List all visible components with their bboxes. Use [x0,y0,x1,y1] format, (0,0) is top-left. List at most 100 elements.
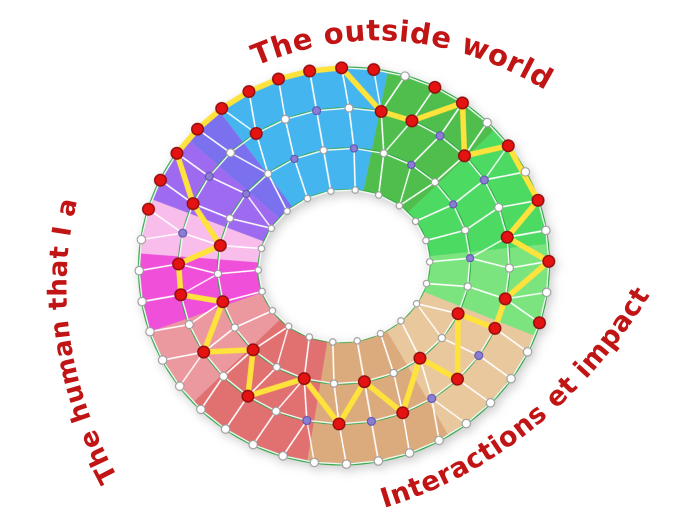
mesh-lines [138,67,550,465]
mesh-line [340,67,350,109]
white-node [268,306,277,315]
purple-node [241,189,251,199]
red-node [242,85,256,99]
mesh-line [483,145,509,181]
red-node [488,321,502,335]
red-node [172,257,186,271]
red-node [405,114,419,128]
mesh-line [356,340,366,382]
white-node [136,234,147,245]
white-node [482,117,492,128]
purple-node [479,175,489,185]
mesh-line [252,410,277,446]
mesh-line [505,291,547,300]
red-node [413,351,427,365]
mesh-line [252,325,290,351]
mesh-line [139,263,179,272]
white-node [422,236,430,245]
white-node [174,381,185,391]
white-node [278,451,288,461]
white-node [461,418,472,429]
red-node [367,63,381,77]
mesh-line [425,229,466,242]
white-node [541,225,551,236]
sector-5 [307,330,449,465]
mesh-line [434,155,465,183]
white-node [351,186,359,194]
white-node [225,214,235,223]
white-node [309,457,320,468]
mesh-line [223,349,254,377]
red-node [186,197,200,211]
mesh-line [416,303,443,339]
mesh-line [333,383,340,425]
mesh-line [247,366,278,397]
white-node [344,103,354,113]
mesh-line [410,135,441,166]
red-node [532,316,546,330]
white-node [329,338,337,346]
white-node [225,148,236,158]
mesh-line [380,75,406,112]
red-node [174,288,188,302]
mesh-line [426,282,468,288]
mesh-line [509,260,549,269]
purple-node [427,393,437,404]
red-node [374,104,388,118]
white-node [329,379,339,388]
red-node [451,307,465,321]
purple-node [312,106,322,116]
mesh-line [415,203,454,222]
purple-node [204,171,214,182]
red-node [191,122,205,136]
red-node [241,389,255,403]
white-node [434,435,444,446]
mesh-line [429,257,471,263]
white-node [506,373,516,384]
white-node [230,323,239,332]
mesh-line [217,269,259,275]
mesh-line [179,351,205,387]
white-node [271,406,281,416]
red-node [450,372,464,386]
red-node [197,345,211,359]
mesh-line [463,122,488,157]
mesh-line [431,398,440,441]
white-node [412,299,421,308]
white-node [327,187,335,195]
mesh-line [464,206,500,231]
white-node [272,363,281,372]
red-node [455,96,469,110]
mesh-line [267,173,288,212]
mesh-line [398,164,412,206]
white-node [373,456,384,466]
mesh-line [275,378,305,412]
sector-0 [218,67,388,207]
white-node [284,322,293,331]
white-node [522,347,533,357]
mesh-line [315,110,325,151]
red-node [501,139,515,153]
mesh-line [303,336,311,379]
white-node [145,326,155,337]
mesh-line [439,102,464,137]
mesh-line [400,320,421,359]
white-node [397,317,405,325]
mesh-line [306,420,316,463]
mesh-line [197,128,231,154]
white-node [305,333,314,341]
mesh-line [160,179,194,205]
red-node [531,193,545,207]
mesh-line [416,303,459,315]
mesh-line [338,423,348,465]
mesh-line [377,153,385,196]
white-node [411,217,420,226]
white-node [463,282,472,291]
white-node [280,114,290,124]
white-node [376,329,385,338]
white-node [485,398,496,408]
mesh-line [200,375,225,410]
purple-node [366,416,376,426]
mesh-line [224,395,249,430]
